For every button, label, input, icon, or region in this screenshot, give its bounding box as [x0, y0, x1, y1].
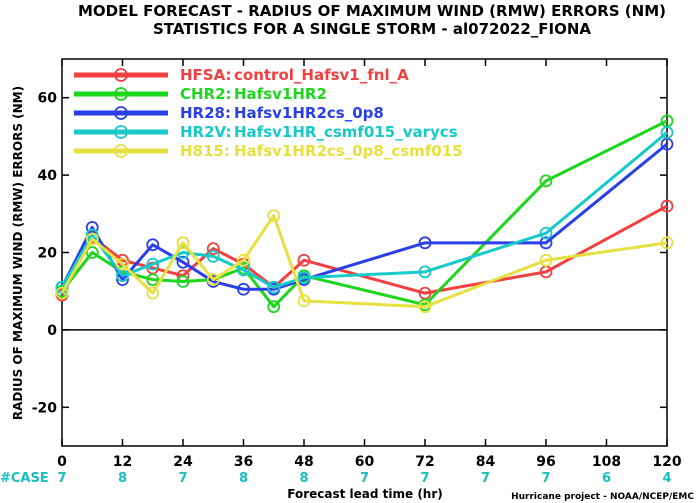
legend-item: H815: Hafsv1HR2cs_0p8_csmf015 [74, 142, 463, 160]
series-point [146, 257, 160, 271]
series-point [116, 257, 129, 271]
x-tick-label: 120 [652, 454, 681, 470]
x-tick-label: 108 [592, 454, 621, 470]
legend-swatch-marker [114, 144, 128, 158]
case-count: 8 [118, 471, 127, 486]
series-point [539, 236, 553, 250]
case-count: 6 [602, 471, 611, 486]
legend-desc: Hafsv1HR2cs_0p8 [234, 104, 384, 122]
series-line [60, 214, 668, 309]
series-point [297, 271, 311, 285]
series-point [267, 209, 281, 223]
legend-swatch-marker [114, 87, 128, 101]
x-tick-label: 48 [294, 454, 313, 470]
series-point [237, 282, 250, 296]
series-layer [55, 114, 674, 314]
series-point [660, 199, 674, 213]
x-tick-label: 72 [415, 454, 434, 470]
series-point [206, 249, 220, 263]
credit-text: Hurricane project - NOAA/NCEP/EMC [511, 492, 694, 502]
legend-name: HR2V: [180, 123, 231, 141]
series-point [418, 300, 432, 314]
x-axis-ticks: 0 12 24 36 48 60 72 84 96 108 120 [57, 59, 682, 470]
series-point [418, 236, 432, 250]
legend-item: HR28: Hafsv1HR2cs_0p8 [74, 104, 384, 122]
series-point [237, 263, 250, 277]
legend-name: HFSA: [180, 66, 232, 84]
case-count: 7 [541, 471, 550, 486]
case-count: 7 [420, 471, 429, 486]
series-point [660, 126, 674, 139]
legend-desc: Hafsv1HR_csmf015_varycs [234, 123, 458, 141]
series-Hafsv1HR_csmf015_varycs [55, 126, 674, 294]
series-point [85, 246, 99, 259]
x-tick-label: 12 [113, 454, 132, 470]
case-count: 4 [662, 471, 671, 486]
series-point [206, 273, 220, 286]
series-point [237, 253, 250, 267]
case-counts: 7 8 7 8 8 7 7 7 7 6 4 [57, 471, 671, 486]
legend-item: HFSA: control_Hafsv1_fnl_A [74, 66, 409, 84]
series-point [660, 236, 674, 250]
legend-desc: Hafsv1HR2cs_0p8_csmf015 [234, 142, 463, 160]
legend-swatch-marker [114, 68, 128, 82]
series-point [146, 286, 160, 300]
series-point [55, 286, 69, 300]
y-tick-label: -20 [32, 400, 58, 416]
legend-desc: Hafsv1HR2 [234, 85, 327, 103]
chart-title: MODEL FORECAST - RADIUS OF MAXIMUM WIND … [78, 2, 666, 20]
y-tick-label: 0 [47, 323, 57, 339]
series-point [176, 255, 190, 269]
legend-item: HR2V: Hafsv1HR_csmf015_varycs [74, 123, 458, 141]
x-tick-label: 96 [536, 454, 555, 470]
series-point [206, 242, 220, 256]
case-label: #CASE [0, 471, 49, 486]
legend-swatch-marker [114, 106, 128, 120]
legend-swatch-marker [114, 125, 128, 139]
series-point [85, 232, 99, 246]
case-count: 7 [360, 471, 369, 486]
series-point [539, 174, 553, 188]
chart-subtitle: STATISTICS FOR A SINGLE STORM - al072022… [153, 20, 591, 38]
case-count: 8 [299, 471, 308, 486]
series-point [418, 265, 432, 279]
legend-item: CHR2: Hafsv1HR2 [74, 85, 327, 103]
y-tick-label: 60 [38, 91, 58, 107]
series-point [297, 294, 311, 308]
y-tick-label: 40 [38, 168, 58, 184]
case-count: 8 [239, 471, 248, 486]
series-line [60, 131, 668, 289]
series-point [176, 236, 190, 250]
series-Hafsv1HR2cs_0p8_csmf015 [55, 209, 674, 314]
series-point [539, 226, 553, 240]
legend-name: HR28: [180, 104, 231, 122]
case-count: 7 [481, 471, 490, 486]
x-tick-label: 36 [234, 454, 253, 470]
x-tick-label: 24 [173, 454, 193, 470]
series-point [146, 238, 160, 252]
series-point [146, 273, 160, 286]
series-point [176, 275, 190, 288]
case-count: 7 [178, 471, 187, 486]
y-tick-label: 20 [38, 246, 58, 262]
series-point [267, 300, 281, 314]
legend-name: H815: [180, 142, 230, 160]
case-count: 7 [57, 471, 66, 486]
legend-name: CHR2: [180, 85, 232, 103]
y-axis-ticks: -20 0 20 40 60 [32, 91, 667, 416]
series-point [539, 253, 553, 267]
series-point [297, 253, 311, 267]
x-tick-label: 60 [355, 454, 375, 470]
x-tick-label: 0 [57, 454, 67, 470]
x-axis-label: Forecast lead time (hr) [287, 487, 443, 501]
y-axis-label: RADIUS OF MAXIMUM WIND (RMW) ERRORS (NM) [11, 86, 25, 420]
legend-desc: control_Hafsv1_fnl_A [234, 66, 409, 84]
series-point [267, 280, 281, 294]
x-tick-label: 84 [476, 454, 496, 470]
